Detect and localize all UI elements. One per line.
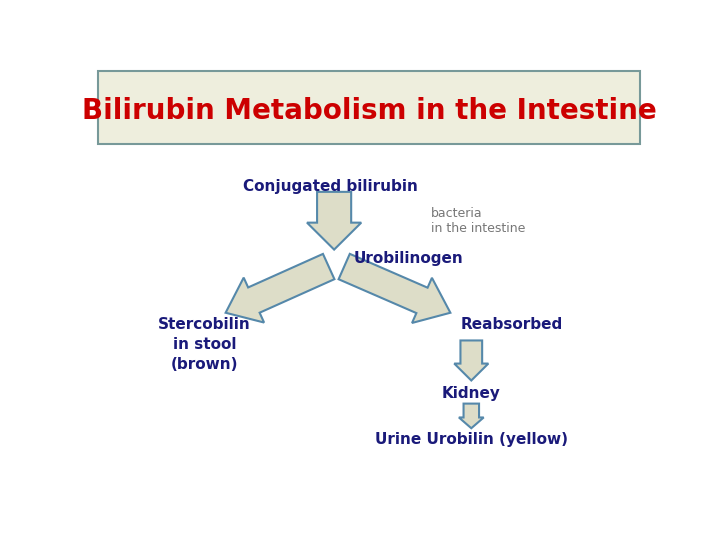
Text: Stercobilin
in stool
(brown): Stercobilin in stool (brown) bbox=[158, 318, 251, 372]
Text: Urine Urobilin (yellow): Urine Urobilin (yellow) bbox=[375, 432, 568, 447]
Text: Bilirubin Metabolism in the Intestine: Bilirubin Metabolism in the Intestine bbox=[81, 97, 657, 125]
Polygon shape bbox=[225, 254, 334, 322]
Polygon shape bbox=[307, 192, 361, 249]
Polygon shape bbox=[454, 340, 488, 381]
FancyBboxPatch shape bbox=[98, 71, 640, 144]
Text: Urobilinogen: Urobilinogen bbox=[354, 251, 463, 266]
Polygon shape bbox=[338, 254, 451, 323]
Text: bacteria
in the intestine: bacteria in the intestine bbox=[431, 207, 526, 235]
Polygon shape bbox=[459, 403, 484, 428]
Text: Conjugated bilirubin: Conjugated bilirubin bbox=[243, 179, 418, 194]
Text: Kidney: Kidney bbox=[442, 386, 500, 401]
Text: Reabsorbed: Reabsorbed bbox=[461, 318, 563, 332]
